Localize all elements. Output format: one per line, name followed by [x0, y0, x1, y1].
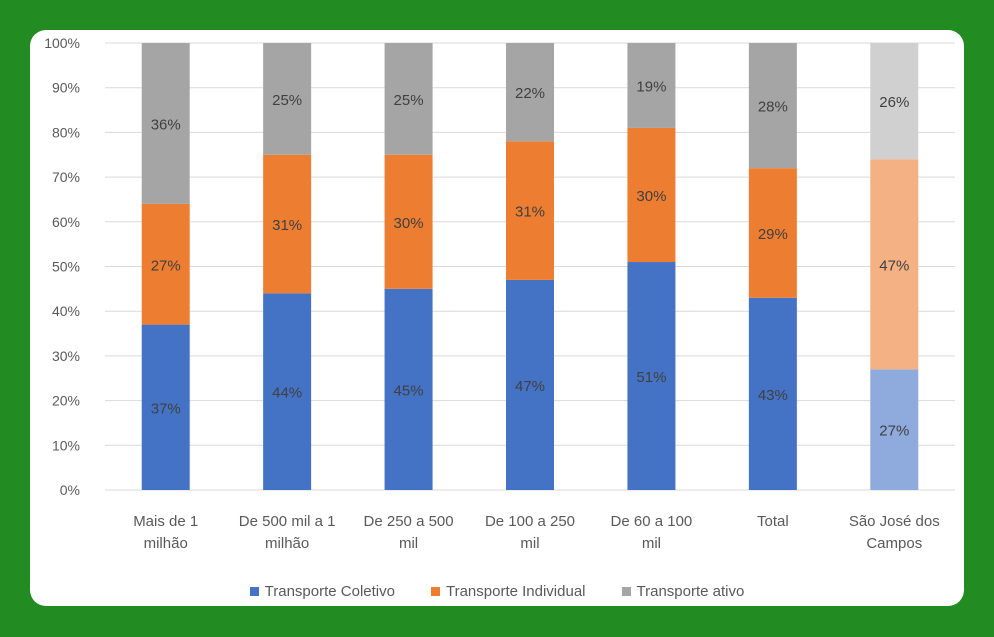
x-tick-label: De 60 a 100 [611, 513, 693, 530]
bar-segment [506, 279, 554, 490]
data-label: 51% [636, 369, 666, 386]
y-tick-label: 80% [52, 124, 80, 140]
y-tick-label: 100% [44, 35, 80, 51]
data-label: 25% [272, 92, 302, 109]
y-tick-label: 70% [52, 169, 80, 185]
legend-item: Transporte Coletivo [249, 583, 395, 600]
bar-segment [141, 43, 190, 204]
bar-segment [263, 293, 312, 490]
data-label: 19% [636, 78, 666, 95]
data-label: 31% [272, 217, 302, 234]
bar-segment [141, 324, 190, 490]
y-tick-label: 60% [52, 214, 80, 230]
data-label: 30% [636, 188, 666, 205]
bar-segment [748, 43, 797, 169]
legend-swatch [621, 587, 631, 596]
bar-segment [263, 154, 312, 294]
data-label: 45% [394, 382, 424, 399]
y-tick-label: 30% [52, 348, 80, 364]
bar-segment [384, 154, 433, 289]
x-tick-label: mil [642, 535, 661, 552]
bar-segment [870, 369, 919, 490]
x-tick-label: mil [520, 535, 539, 552]
legend-swatch [430, 587, 440, 596]
y-tick-label: 40% [52, 303, 80, 319]
bar-segment [870, 159, 919, 370]
y-tick-label: 50% [52, 259, 80, 275]
data-label: 47% [515, 378, 545, 395]
bar-segment [748, 168, 797, 298]
x-tick-label: Campos [866, 535, 922, 552]
y-tick-label: 10% [52, 437, 80, 453]
y-tick-label: 20% [52, 393, 80, 409]
stacked-bar-chart: 0% 10% 20% 30% 40% 50% 60% 70% 80% 90% 100% 37% 27% 3… [44, 35, 955, 552]
bar-segment [141, 203, 190, 325]
x-tick-label: milhão [144, 535, 188, 552]
data-label: 43% [758, 387, 788, 404]
data-label: 22% [515, 85, 545, 102]
legend-label: Transporte Coletivo [264, 583, 395, 600]
x-tick-label: Mais de 1 [133, 513, 198, 530]
data-label: 47% [879, 257, 909, 274]
bar-segment [627, 43, 676, 128]
x-tick-label: milhão [265, 535, 309, 552]
x-tick-label: De 100 a 250 [485, 513, 575, 530]
x-tick-label: De 500 mil a 1 [239, 513, 336, 530]
data-label: 27% [879, 423, 909, 440]
chart-panel: 0% 10% 20% 30% 40% 50% 60% 70% 80% 90% 100% 37% 27% 3… [30, 30, 964, 606]
data-label: 30% [394, 215, 424, 232]
y-tick-label: 90% [52, 80, 80, 96]
chart-legend: Transporte Coletivo Transporte Individual… [30, 583, 964, 600]
bar-segment [627, 262, 676, 490]
bar-segment [384, 43, 433, 155]
bar-segment [506, 43, 554, 142]
data-label: 27% [151, 257, 181, 274]
bar-segment [384, 288, 433, 490]
bar-segment [870, 43, 919, 160]
bar-segment [748, 297, 797, 490]
legend-label: Transporte ativo [636, 583, 745, 600]
x-tick-label: Total [757, 513, 789, 530]
legend-label: Transporte Individual [445, 583, 586, 600]
data-label: 44% [272, 385, 302, 402]
data-label: 29% [758, 226, 788, 243]
data-label: 31% [515, 204, 545, 221]
bar-segment [263, 43, 312, 155]
bar-segment [506, 141, 554, 280]
data-label: 28% [758, 99, 788, 116]
legend-item: Transporte Individual [430, 583, 586, 600]
x-tick-label: mil [399, 535, 418, 552]
data-label: 25% [394, 92, 424, 109]
x-tick-label: São José dos [849, 513, 940, 530]
data-label: 26% [879, 94, 909, 111]
legend-swatch [249, 587, 259, 596]
data-label: 37% [151, 400, 181, 417]
x-tick-label: De 250 a 500 [364, 513, 454, 530]
bar-segment [627, 127, 676, 263]
legend-item: Transporte ativo [621, 583, 745, 600]
data-label: 36% [151, 116, 181, 133]
y-tick-label: 0% [60, 482, 80, 498]
